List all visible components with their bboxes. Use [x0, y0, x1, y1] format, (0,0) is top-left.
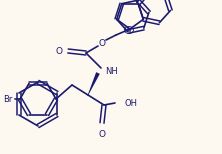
Text: OH: OH — [124, 99, 137, 107]
Text: Br: Br — [3, 95, 12, 103]
Text: NH: NH — [105, 67, 118, 75]
Text: O: O — [99, 130, 105, 139]
Polygon shape — [88, 72, 100, 95]
Text: O: O — [99, 38, 105, 47]
Text: As: As — [126, 28, 132, 32]
Text: 9: 9 — [127, 28, 131, 32]
Text: O: O — [55, 47, 62, 55]
